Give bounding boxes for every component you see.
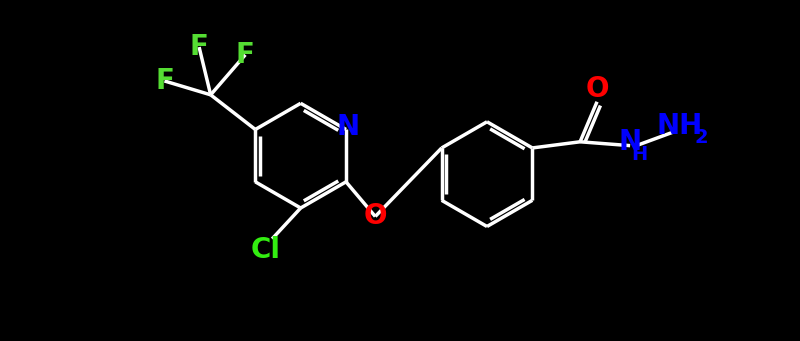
Text: F: F bbox=[190, 33, 209, 61]
Text: 2: 2 bbox=[694, 129, 708, 147]
Text: F: F bbox=[155, 67, 174, 95]
Text: H: H bbox=[631, 145, 647, 164]
Text: O: O bbox=[363, 203, 387, 231]
Text: F: F bbox=[236, 41, 254, 69]
Text: N: N bbox=[618, 128, 642, 156]
Text: Cl: Cl bbox=[251, 236, 281, 264]
Text: NH: NH bbox=[656, 112, 702, 139]
Text: O: O bbox=[586, 75, 609, 103]
Text: N: N bbox=[337, 113, 360, 141]
